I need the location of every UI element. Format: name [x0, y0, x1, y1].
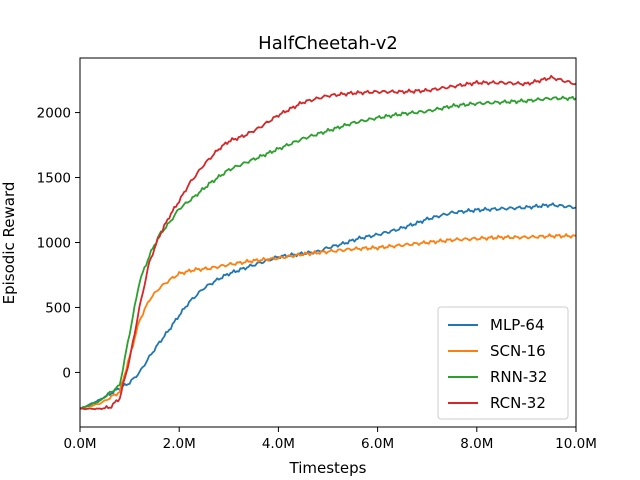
legend-label: RCN-32 [490, 394, 546, 412]
y-tick-label: 1500 [37, 171, 71, 187]
x-tick-label: 6.0M [361, 436, 394, 452]
x-axis: 0.0M 2.0M 4.0M 6.0M 8.0M 10.0M [63, 427, 597, 452]
x-axis-label: Timesteps [289, 459, 367, 477]
legend: MLP-64 SCN-16 RNN-32 RCN-32 [437, 306, 569, 420]
legend-label: SCN-16 [490, 342, 546, 360]
y-tick-label: 500 [45, 300, 71, 316]
x-tick-label: 4.0M [262, 436, 295, 452]
x-tick-label: 10.0M [555, 436, 597, 452]
x-tick-label: 8.0M [460, 436, 493, 452]
x-tick-label: 0.0M [63, 436, 96, 452]
legend-label: MLP-64 [490, 316, 545, 334]
y-tick-label: 2000 [37, 106, 71, 122]
plot-area [79, 74, 577, 411]
x-tick-label: 2.0M [163, 436, 196, 452]
y-axis-label: Episodic Reward [0, 182, 18, 305]
legend-label: RNN-32 [490, 368, 547, 386]
legend-box [437, 306, 569, 420]
y-axis: 0 500 1000 1500 2000 [37, 106, 80, 381]
series-line-rcn-32 [79, 74, 577, 411]
y-tick-label: 1000 [37, 236, 71, 252]
chart-title: HalfCheetah-v2 [258, 33, 398, 54]
y-tick-label: 0 [62, 365, 71, 381]
series-line-mlp-64 [79, 202, 577, 410]
series-line-scn-16 [79, 233, 577, 410]
